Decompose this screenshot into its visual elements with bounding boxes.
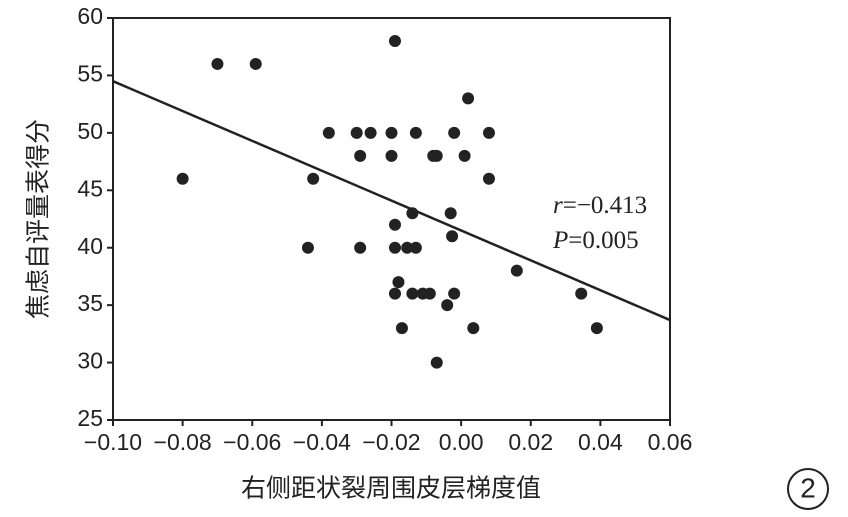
point (385, 149, 398, 162)
point (392, 276, 405, 289)
annotation-symbol: P (552, 227, 568, 254)
point (510, 264, 523, 277)
point (211, 57, 224, 70)
x-axis-label: 右侧距状裂周围皮层梯度值 (241, 475, 541, 503)
x-tick-label: 0.04 (578, 429, 623, 455)
figure-label: 2 (800, 472, 816, 503)
x-tick-label: 0.00 (439, 429, 484, 455)
point (354, 241, 367, 254)
annotation: r=−0.413 (553, 192, 647, 219)
point (590, 322, 603, 335)
point (401, 241, 414, 254)
annotation: P=0.005 (552, 227, 639, 254)
point (575, 287, 588, 300)
point (467, 322, 480, 335)
x-tick-label: −0.04 (293, 429, 351, 455)
point (446, 230, 459, 243)
plot-frame (112, 17, 671, 421)
point (307, 172, 320, 185)
x-tick-label: −0.02 (362, 429, 420, 455)
annotation-value: =0.005 (568, 227, 638, 254)
point (406, 207, 419, 220)
annotation-value: =−0.413 (563, 192, 647, 219)
point (423, 287, 436, 300)
point (409, 126, 422, 139)
x-tick-label: −0.10 (84, 429, 142, 455)
y-tick-label: 60 (77, 3, 103, 29)
point (395, 322, 408, 335)
point (176, 172, 189, 185)
point (388, 287, 401, 300)
point (448, 126, 461, 139)
point (350, 126, 363, 139)
point (482, 172, 495, 185)
y-tick-label: 40 (77, 233, 103, 259)
x-tick-label: 0.02 (508, 429, 553, 455)
point (388, 34, 401, 47)
point (462, 92, 475, 105)
y-tick-label: 50 (77, 118, 103, 144)
y-tick-label: 45 (77, 175, 103, 201)
point (354, 149, 367, 162)
point (458, 149, 471, 162)
point (388, 241, 401, 254)
point (430, 149, 443, 162)
figure-label-circle (787, 468, 829, 510)
y-tick-label: 55 (77, 61, 103, 87)
y-axis-label: 焦虑自评量表得分 (25, 119, 53, 319)
point (482, 126, 495, 139)
trend-line (112, 80, 671, 322)
point (364, 126, 377, 139)
point (385, 126, 398, 139)
point (444, 207, 457, 220)
point (301, 241, 314, 254)
y-tick-label: 25 (77, 405, 103, 431)
point (441, 299, 454, 312)
point (388, 218, 401, 231)
y-tick-label: 35 (77, 290, 103, 316)
point (406, 287, 419, 300)
point (322, 126, 335, 139)
y-tick-label: 30 (77, 348, 103, 374)
annotation-symbol: r (553, 192, 563, 219)
point (249, 57, 262, 70)
point (409, 241, 422, 254)
point (430, 356, 443, 369)
x-tick-label: 0.06 (648, 429, 693, 455)
point (448, 287, 461, 300)
x-tick-label: −0.06 (223, 429, 281, 455)
x-tick-label: −0.08 (154, 429, 212, 455)
